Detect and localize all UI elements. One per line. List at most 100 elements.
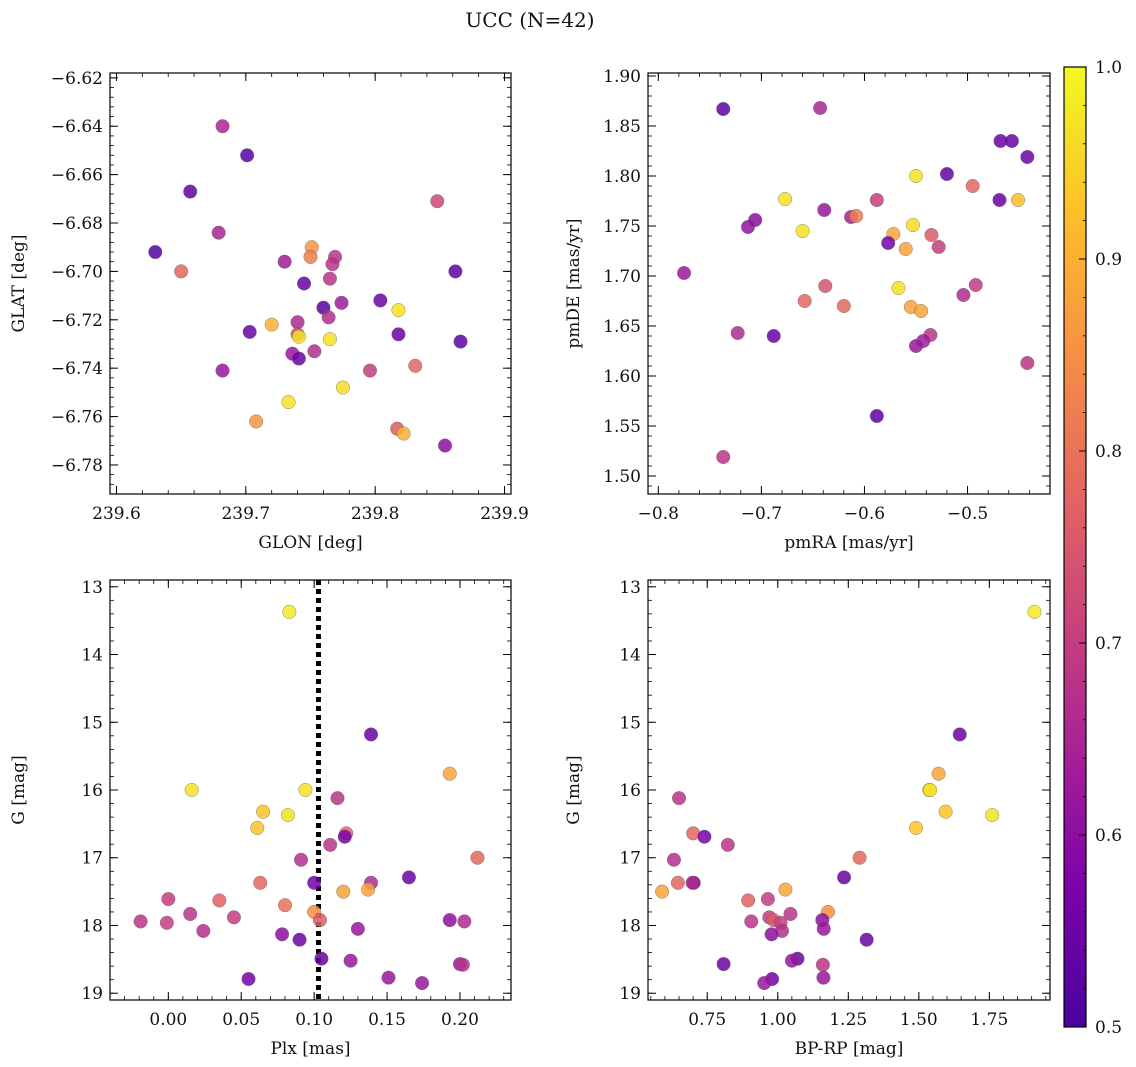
data-point [363,363,378,378]
data-point [448,264,463,279]
data-point [869,409,884,424]
y-tick-label: 18 [81,916,103,936]
data-point [1011,192,1026,207]
data-point [453,334,468,349]
data-point [849,208,864,223]
data-point [818,279,833,294]
data-point [909,168,924,183]
plot-frame [647,72,1051,495]
y-tick-label: 13 [619,578,641,598]
data-point [133,914,148,929]
data-point [323,837,338,852]
data-point [364,727,379,742]
data-point [277,254,292,269]
data-point [931,239,946,254]
data-point [716,101,731,116]
x-axis-label: Plx [mas] [270,1039,350,1059]
data-point [307,344,322,359]
y-axis-label: G [mag] [564,755,584,824]
x-tick-label: 0.00 [149,1010,187,1030]
data-point [677,266,692,281]
y-tick-label: 17 [619,849,641,869]
colorbar-tick-label: 1.0 [1095,58,1122,78]
chart-parallax-magnitude: 0.00 0.05 0.10 0.15 0.20 13 14 15 16 17 18 19 Plx [m… [9,578,512,1059]
data-point [314,951,329,966]
y-tick-label: 16 [81,781,103,801]
x-tick-label: 0.20 [441,1010,479,1030]
x-tick-label: 1.00 [759,1010,797,1030]
x-tick-label: −0.7 [741,504,782,524]
data-point [720,837,735,852]
data-point [184,783,199,798]
x-axis-label: BP-RP [mag] [795,1039,904,1059]
data-point [655,884,670,899]
data-point [992,192,1007,207]
data-point [766,329,781,344]
data-point [815,957,830,972]
data-point [183,906,198,921]
data-point [281,395,296,410]
data-point [757,976,772,991]
data-point [212,893,227,908]
y-tick-label: 1.65 [603,317,641,337]
data-point [335,380,350,395]
y-tick-label: 1.55 [603,417,641,437]
colorbar-tick-label: 0.9 [1095,250,1122,270]
x-tick-label: −0.6 [844,504,885,524]
colorbar-tick-label: 0.6 [1095,826,1122,846]
data-point [852,850,867,865]
data-point [277,898,292,913]
data-point [373,293,388,308]
x-tick-label: 1.75 [970,1010,1008,1030]
data-point [249,414,264,429]
chart-color-magnitude: 0.75 1.00 1.25 1.50 1.75 13 14 15 16 17 18 19 BP-RP … [564,578,1051,1059]
x-tick-label: 239.8 [351,504,400,524]
data-point [196,923,211,938]
y-tick-label: −6.62 [51,69,103,89]
data-point [795,223,810,238]
data-point [361,882,376,897]
data-point [816,921,831,936]
y-tick-label: 1.50 [603,467,641,487]
y-tick-label: −6.66 [51,166,103,186]
data-point [161,892,176,907]
data-point [381,970,396,985]
data-point [280,808,295,823]
data-point [438,438,453,453]
y-tick-label: −6.68 [51,214,103,234]
data-point [891,281,906,296]
y-tick-label: 15 [619,713,641,733]
data-point [672,791,687,806]
data-point [813,100,828,115]
data-point [294,852,309,867]
data-point [741,893,756,908]
data-point [923,783,938,798]
data-point [291,351,306,366]
y-tick-label: 16 [619,781,641,801]
data-point [965,178,980,193]
data-point [952,727,967,742]
x-axis-label: pmRA [mas/yr] [784,533,913,553]
plot-frame [647,579,1051,1001]
data-point [685,875,700,890]
data-point [442,766,457,781]
y-tick-label: 15 [81,713,103,733]
data-point [898,241,913,256]
data-point [457,914,472,929]
data-point [282,604,297,619]
data-point [836,299,851,314]
colorbar: 0.5 0.6 0.7 0.8 0.9 1.0 [1063,58,1122,1038]
plot-frame [109,72,512,495]
data-point [914,304,929,319]
data-point [148,245,163,260]
x-tick-label: −0.5 [947,504,988,524]
data-point [307,875,322,890]
data-point [816,970,831,985]
data-point [1020,149,1035,164]
data-point [968,278,983,293]
data-point [730,326,745,341]
data-point [325,257,340,272]
data-point [330,791,345,806]
data-point [764,927,779,942]
y-tick-label: 17 [81,849,103,869]
